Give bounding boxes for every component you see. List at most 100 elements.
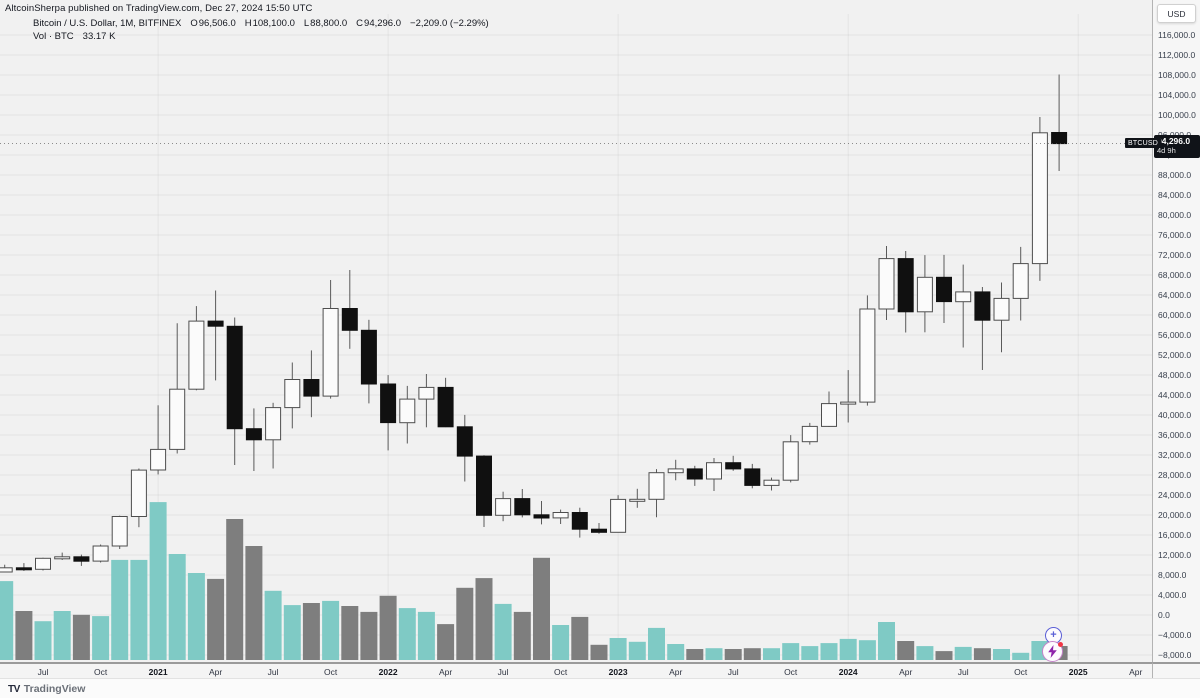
ohlc-open: O96,506.0: [190, 18, 236, 29]
price-tick-label: 72,000.0: [1158, 250, 1192, 260]
volume-bar: [53, 611, 71, 660]
time-tick-year: 2022: [378, 667, 398, 677]
candle-body-down: [437, 386, 454, 428]
volume-bar: [341, 606, 359, 660]
volume-bar: [935, 651, 953, 660]
symbol-price-chip: BTCUSD: [1125, 138, 1161, 148]
chart-canvas[interactable]: [0, 0, 1152, 662]
candle-body-up: [706, 462, 722, 480]
tradingview-logo[interactable]: TV TradingView: [8, 683, 85, 695]
candle-body-up: [495, 498, 512, 516]
volume-bar: [609, 638, 627, 660]
volume-bar: [686, 649, 704, 660]
price-tick-label: 116,000.0: [1158, 30, 1196, 40]
volume-bar: [187, 573, 205, 660]
price-tick-label: 44,000.0: [1158, 390, 1192, 400]
price-tick-label: 32,000.0: [1158, 450, 1192, 460]
time-tick-month: Apr: [899, 667, 913, 677]
volume-bar: [1012, 652, 1030, 660]
price-axis[interactable]: USD −8,000.0 −4,000.0 0.0 4,000.0 8,000.0 12,…: [1152, 0, 1200, 662]
candle-body-up: [0, 567, 13, 573]
volume-bar: [897, 641, 915, 660]
candle-body-up: [418, 386, 435, 400]
volume-bar: [322, 600, 340, 660]
boost-button[interactable]: [1042, 641, 1063, 662]
volume-bar: [437, 624, 455, 660]
candle-body-up: [667, 468, 684, 474]
price-tick-label: 8,000.0: [1158, 570, 1187, 580]
price-tick-label: 28,000.0: [1158, 470, 1192, 480]
volume-bar: [264, 590, 282, 660]
volume-bar: [475, 578, 493, 660]
price-tick-label: 48,000.0: [1158, 370, 1192, 380]
time-tick-month: Jul: [267, 667, 279, 677]
last-price-value: 94,296.0: [1157, 136, 1191, 146]
candle-body-down: [456, 426, 473, 457]
volume-bar: [72, 614, 90, 660]
candle-body-down: [514, 498, 531, 516]
volume-bar: [763, 648, 780, 660]
currency-button[interactable]: USD: [1157, 4, 1196, 23]
attribution: AltcoinSherpa published on TradingView.c…: [5, 3, 313, 14]
candle-body-down: [591, 528, 607, 533]
volume-bar: [283, 605, 301, 660]
footer-bar: TV TradingView: [0, 678, 1200, 698]
time-tick-month: Apr: [669, 667, 683, 677]
candle-body-down: [897, 258, 914, 313]
tradingview-mark-icon: TV: [8, 683, 20, 695]
candle-body-up: [610, 498, 627, 533]
plus-icon: +: [1050, 629, 1057, 641]
candle-body-down: [686, 468, 703, 480]
candle-body-down: [1051, 132, 1068, 145]
price-tick-label: 0.0: [1158, 610, 1170, 620]
candle-body-up: [955, 291, 972, 303]
candle-body-up: [552, 512, 569, 519]
candle-body-up: [648, 472, 665, 500]
change-value: −2,209.0 (−2.29%): [410, 18, 489, 29]
volume-bar: [724, 649, 742, 660]
candle-body-down: [936, 276, 952, 303]
candle-body-up: [35, 557, 51, 570]
price-tick-label: 64,000.0: [1158, 290, 1192, 300]
volume-bar: [360, 611, 378, 660]
time-tick-year: 2023: [608, 667, 628, 677]
volume-bar: [954, 646, 972, 660]
price-tick-label: 52,000.0: [1158, 350, 1192, 360]
candle-body-up: [821, 403, 837, 427]
ohlc-low: L88,800.0: [303, 18, 348, 29]
volume-bar: [628, 641, 646, 660]
time-tick-month: Jul: [497, 667, 509, 677]
bar-countdown: 4d 9h: [1157, 146, 1176, 155]
price-tick-label: 12,000.0: [1158, 550, 1192, 560]
symbol-title: Bitcoin / U.S. Dollar, 1M, BITFINEX: [33, 18, 182, 29]
symbol-legend: Bitcoin / U.S. Dollar, 1M, BITFINEX O96,5…: [33, 17, 498, 43]
volume-bar: [398, 608, 416, 660]
price-tick-label: 60,000.0: [1158, 310, 1192, 320]
candle-body-up: [284, 379, 301, 409]
price-tick-label: 104,000.0: [1158, 90, 1196, 100]
time-tick-year: 2021: [148, 667, 168, 677]
candle-body-up: [111, 516, 128, 547]
price-tick-label: 40,000.0: [1158, 410, 1192, 420]
tradingview-brand-text: TradingView: [23, 683, 86, 695]
price-tick-label: 36,000.0: [1158, 430, 1192, 440]
volume-bar: [552, 625, 570, 660]
volume-bar: [207, 578, 225, 660]
volume-label: Vol · BTC: [33, 31, 74, 42]
volume-bar: [417, 611, 435, 660]
volume-bar: [111, 559, 129, 660]
candle-body-up: [130, 469, 147, 518]
candle-body-down: [476, 455, 492, 516]
volume-bar: [168, 554, 186, 660]
axis-corner: [1152, 662, 1200, 678]
time-tick-month: Oct: [1014, 667, 1028, 677]
candle-body-up: [1012, 263, 1029, 299]
volume-bar: [743, 648, 761, 660]
candle-body-down: [245, 428, 262, 441]
candle-body-up: [54, 556, 71, 560]
price-tick-label: 112,000.0: [1158, 50, 1196, 60]
candle-body-up: [322, 308, 339, 397]
time-axis[interactable]: Jul Oct 2021 Apr Jul Oct 2022 Apr Jul Oct 2023 Apr J…: [0, 662, 1152, 680]
price-tick-label: 68,000.0: [1158, 270, 1192, 280]
